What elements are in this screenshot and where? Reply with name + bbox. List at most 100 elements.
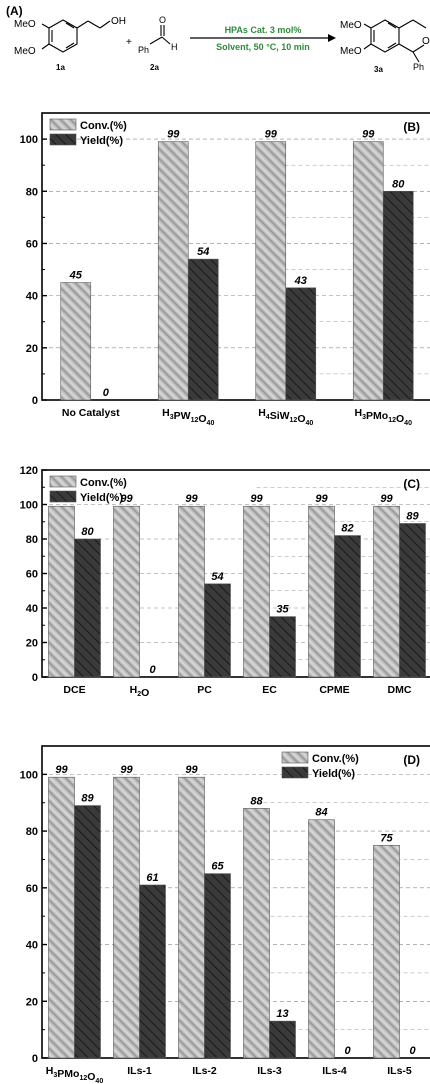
y-tick-label: 20	[26, 343, 38, 355]
compound-label-1a: 1a	[56, 63, 65, 72]
y-tick-label: 20	[26, 996, 38, 1008]
legend-swatch-conv	[281, 751, 309, 764]
substituent-oh: OH	[111, 16, 126, 27]
chart-panel-1: 0 20 40 60 80 100 45 0 No Catalyst 99 54 H3PW12O40 9…	[20, 112, 430, 427]
y-tick-label: 60	[26, 569, 38, 581]
yield-bar-1	[74, 538, 101, 678]
conv-bar-4	[243, 505, 270, 678]
atom-h: H	[171, 42, 178, 52]
reagent-bottom: Solvent, 50 °C, 10 min	[216, 42, 310, 52]
y-tick-label: 80	[26, 186, 38, 198]
x-category-label-1: No Catalyst	[62, 407, 120, 419]
yield-bar-5	[334, 535, 361, 678]
reagent-top: HPAs Cat. 3 mol%	[225, 25, 302, 35]
group-ph: Ph	[138, 45, 149, 55]
plus-sign: +	[126, 37, 132, 48]
panel-label: (C)	[403, 477, 420, 491]
yield-bar-4	[269, 1020, 296, 1059]
arrow-head-icon	[328, 34, 336, 42]
conv-bar-5	[308, 819, 335, 1059]
yield-value-label-1: 89	[81, 793, 94, 805]
plot-frame	[41, 745, 430, 1059]
conv-bar-4	[352, 141, 384, 401]
y-tick-label: 60	[26, 883, 38, 895]
reaction-scheme: (A) MeO MeO OH 1a + O H Ph 2a	[6, 4, 430, 74]
yield-bar-4	[269, 616, 296, 678]
legend-label-yield: Yield(%)	[80, 492, 123, 504]
yield-value-label-3: 65	[211, 861, 224, 873]
chart-panel-3: 0 20 40 60 80 100 99 89 H3PMo12O40 99 61 ILs-1 99 65 I…	[20, 745, 430, 1084]
x-category-label-2: H2O	[130, 684, 150, 699]
yield-bar-2	[187, 258, 219, 401]
y-tick-label: 100	[20, 134, 38, 146]
x-category-label-3: H4SiW12O40	[258, 407, 313, 427]
yield-value-label-5: 82	[341, 523, 353, 535]
conv-value-label-4: 99	[250, 493, 263, 505]
chart-panel-2: 0 20 40 60 80 100 120 99 80 DCE 99 0 H2O 99 54 PC 99 35 EC…	[20, 465, 430, 699]
conv-bar-6	[373, 505, 400, 678]
conv-value-label-1: 99	[55, 764, 68, 776]
yield-value-label-2: 54	[197, 246, 209, 258]
conv-value-label-2: 99	[167, 129, 180, 141]
compound-label-3a: 3a	[374, 65, 383, 74]
yield-bar-2	[139, 884, 166, 1059]
conv-value-label-4: 99	[362, 129, 375, 141]
yield-bar-6	[399, 523, 426, 678]
y-tick-label: 40	[26, 940, 38, 952]
yield-value-label-2: 0	[149, 664, 156, 676]
conv-bar-1	[48, 505, 75, 678]
conv-bar-2	[157, 141, 189, 401]
charts: 0 20 40 60 80 100 45 0 No Catalyst 99 54 H3PW12O40 9…	[20, 112, 430, 1084]
conv-bar-4	[243, 808, 270, 1059]
conv-value-label-5: 99	[315, 493, 328, 505]
yield-value-label-2: 61	[146, 872, 158, 884]
legend-swatch-yield	[281, 766, 309, 779]
yield-value-label-3: 43	[294, 275, 307, 287]
conv-value-label-3: 99	[185, 764, 198, 776]
x-category-label-2: H3PW12O40	[162, 407, 214, 427]
conv-bar-6	[373, 844, 400, 1059]
x-category-label-5: ILs-4	[322, 1065, 347, 1077]
conv-value-label-2: 99	[120, 493, 133, 505]
legend-label-conv: Conv.(%)	[80, 120, 127, 132]
x-category-label-3: ILs-2	[192, 1065, 217, 1077]
y-tick-label: 40	[26, 603, 38, 615]
y-tick-label: 0	[32, 672, 38, 684]
conv-value-label-1: 45	[69, 270, 83, 282]
y-tick-label: 100	[20, 769, 38, 781]
legend-swatch-yield	[49, 133, 77, 146]
substituent-ome-1: MeO	[14, 19, 36, 30]
y-tick-label: 40	[26, 291, 38, 303]
conv-bar-2	[113, 776, 140, 1059]
conv-value-label-5: 84	[315, 807, 327, 819]
product-atom-o: O	[422, 36, 430, 47]
x-category-label-1: DCE	[63, 684, 85, 696]
x-category-label-2: ILs-1	[127, 1065, 152, 1077]
product-ome-2: MeO	[340, 46, 362, 57]
compound-label-2a: 2a	[150, 63, 159, 72]
panel-label: (B)	[403, 120, 420, 134]
x-category-label-4: EC	[262, 684, 277, 696]
x-category-label-4: H3PMo12O40	[355, 407, 413, 427]
conv-bar-1	[60, 282, 92, 401]
product-ome-1: MeO	[340, 20, 362, 31]
y-tick-label: 120	[20, 465, 38, 477]
conv-bar-2	[113, 505, 140, 678]
y-tick-label: 60	[26, 238, 38, 250]
yield-value-label-6: 89	[406, 510, 419, 522]
x-category-label-4: ILs-3	[257, 1065, 282, 1077]
x-category-label-5: CPME	[319, 684, 349, 696]
yield-value-label-5: 0	[344, 1045, 351, 1057]
conv-bar-3	[178, 776, 205, 1059]
panel-label: (D)	[403, 753, 420, 767]
conv-bar-3	[178, 505, 205, 678]
conv-value-label-3: 99	[265, 129, 278, 141]
y-tick-label: 0	[32, 1053, 38, 1065]
yield-value-label-4: 13	[276, 1008, 288, 1020]
conv-value-label-4: 88	[250, 795, 263, 807]
legend-label-yield: Yield(%)	[312, 768, 355, 780]
yield-value-label-4: 80	[392, 178, 405, 190]
substituent-ome-2: MeO	[14, 46, 36, 57]
legend-swatch-conv	[49, 475, 77, 488]
